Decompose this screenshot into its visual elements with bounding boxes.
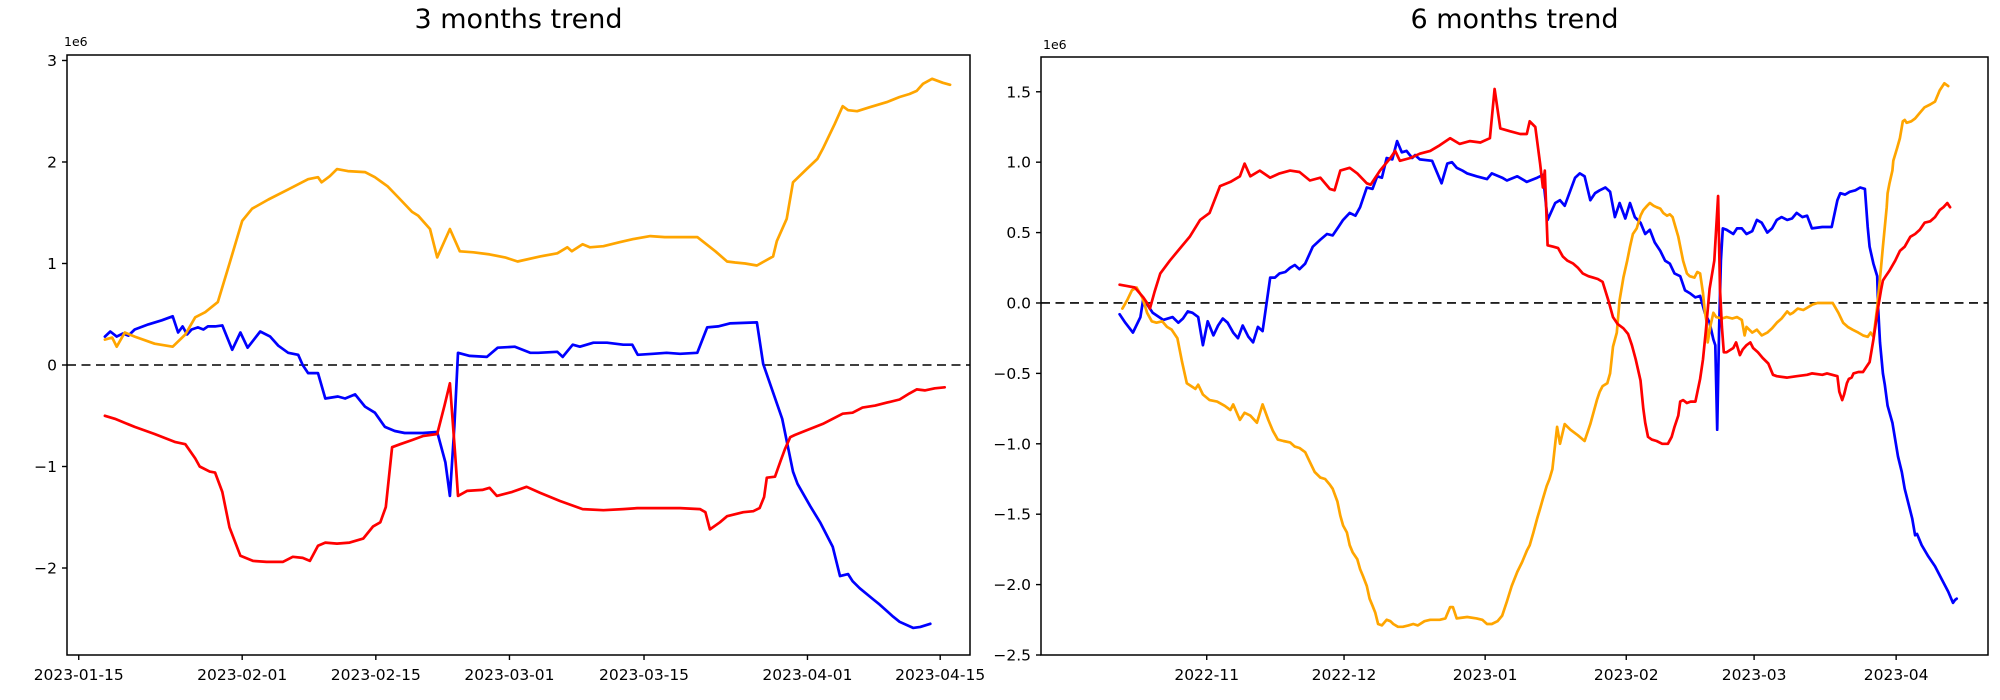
y-tick-label: −2: [34, 560, 57, 578]
x-tick-label: 2023-04: [1864, 666, 1929, 684]
x-tick-label: 2023-03-01: [464, 666, 554, 684]
series-red-line: [1118, 87, 1952, 446]
y-tick-label: 0: [47, 356, 57, 374]
series-blue-line: [103, 314, 932, 630]
y-tick-label: 0.5: [1006, 224, 1031, 242]
y-tick-label: 0.0: [1006, 294, 1031, 312]
x-tick-label: 2023-01-15: [34, 666, 124, 684]
y-axis-multiplier-left: 1e6: [64, 34, 88, 49]
y-tick-label: −1.0: [993, 435, 1031, 453]
y-tick-label: −2.0: [993, 576, 1031, 594]
y-tick-label: −0.5: [993, 365, 1031, 383]
x-tick-label: 2023-02-15: [331, 666, 421, 684]
y-tick-label: 1.5: [1006, 83, 1031, 101]
y-tick-label: 1.0: [1006, 154, 1031, 172]
series-orange-line: [103, 77, 952, 349]
plot-border: [66, 54, 971, 656]
x-tick-label: 2023-01: [1453, 666, 1518, 684]
x-tick-label: 2023-03-15: [599, 666, 689, 684]
y-tick-label: 1: [47, 255, 57, 273]
x-tick-label: 2023-04-01: [762, 666, 852, 684]
x-tick-label: 2023-02-01: [197, 666, 287, 684]
series-orange-line: [1121, 81, 1950, 629]
y-tick-label: −2.5: [993, 647, 1031, 665]
y-tick-label: 3: [47, 52, 57, 70]
x-tick-label: 2022-12: [1312, 666, 1377, 684]
series-red-line: [103, 381, 947, 564]
series-blue-line: [1118, 139, 1959, 605]
y-tick-label: −1: [34, 458, 57, 476]
plot-border: [1040, 56, 1989, 656]
y-axis-multiplier-right: 1e6: [1043, 37, 1067, 52]
chart-title-6-months: 6 months trend: [1410, 4, 1619, 35]
x-tick-label: 2022-11: [1174, 666, 1239, 684]
chart-title-3-months: 3 months trend: [414, 4, 623, 35]
x-tick-label: 2023-04-15: [895, 666, 985, 684]
y-tick-label: −1.5: [993, 506, 1031, 524]
x-tick-label: 2023-02: [1594, 666, 1659, 684]
y-tick-label: 2: [47, 153, 57, 171]
x-tick-label: 2023-03: [1722, 666, 1787, 684]
